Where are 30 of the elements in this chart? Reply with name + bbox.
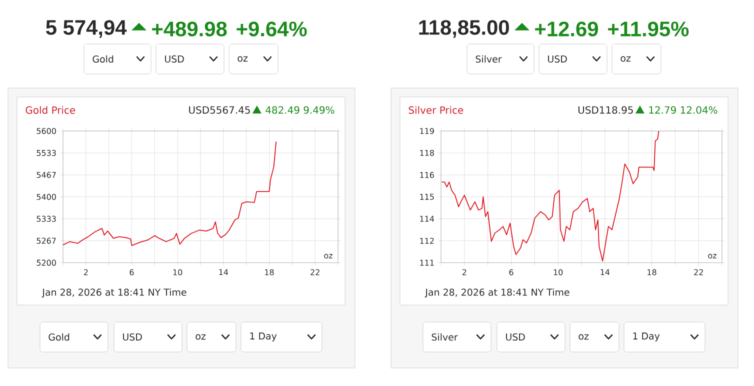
text: 118,85.00	[419, 20, 509, 38]
text: Jan 28, 2026 at 18:41 NY Time	[42, 288, 186, 298]
line-series	[441, 131, 660, 262]
text: USD	[165, 55, 184, 63]
text: Gold	[48, 333, 70, 341]
chart-title: Gold Price	[26, 106, 76, 114]
text: 1 Day	[250, 332, 277, 342]
text: Silver	[432, 333, 458, 341]
text: oz	[196, 334, 206, 340]
text: oz	[578, 334, 589, 340]
text: oz	[620, 56, 631, 62]
text: +9.64%	[236, 22, 307, 36]
text: USD	[548, 55, 567, 63]
text: Gold	[92, 55, 114, 63]
text: 482.49 9.49%	[266, 106, 334, 114]
text: +489.98	[152, 22, 227, 36]
chart-subtitle: USD5567.45	[189, 106, 250, 114]
text: 12.79 12.04%	[649, 106, 718, 114]
text: +11.95%	[608, 22, 689, 36]
text: 5 574,94	[46, 20, 127, 38]
chart-subtitle: USD118.95	[578, 106, 633, 114]
line-series	[63, 141, 277, 246]
text: Silver	[476, 55, 502, 63]
text: +12.69	[535, 22, 598, 36]
text: Jan 28, 2026 at 18:41 NY Time	[424, 288, 570, 298]
text: USD	[123, 333, 142, 341]
text: oz	[238, 56, 248, 62]
text: 1 Day	[633, 332, 660, 342]
text: USD	[506, 333, 525, 341]
chart-title: Silver Price	[408, 106, 464, 114]
